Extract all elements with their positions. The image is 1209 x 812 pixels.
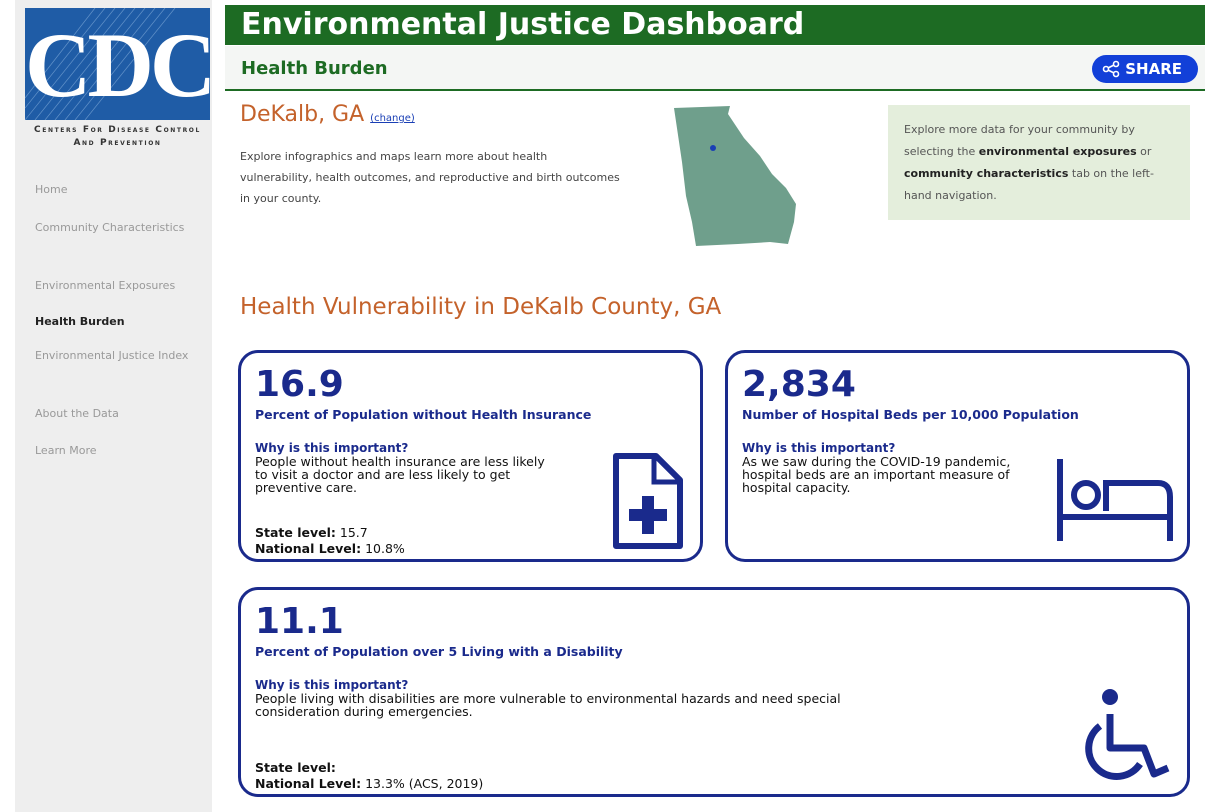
- page-subtitle: Health Burden: [241, 58, 388, 79]
- county-marker: [710, 145, 716, 151]
- state-label: State level:: [255, 760, 336, 775]
- state-label: State level:: [255, 525, 336, 540]
- location-description: Explore infographics and maps learn more…: [240, 150, 620, 205]
- info-text: Explore more data for your community by …: [904, 123, 1135, 158]
- change-link[interactable]: (change): [370, 113, 415, 124]
- org-name: Centers for Disease Control and Preventi…: [34, 125, 201, 148]
- metric-card: 16.9 Percent of Population without Health…: [238, 350, 703, 562]
- metric-card: 2,834 Number of Hospital Beds per 10,000 …: [725, 350, 1190, 562]
- state-value: 15.7: [339, 525, 368, 540]
- info-text: tab on the left-hand navigation.: [904, 167, 1154, 202]
- metric-label: Number of Hospital Beds per 10,000 Popul…: [742, 407, 1079, 422]
- location-name: DeKalb, GA: [240, 102, 365, 127]
- nav-item[interactable]: Environmental Justice Index: [35, 349, 189, 362]
- cdc-logo[interactable]: CDC: [25, 8, 210, 120]
- nav-item[interactable]: Community Characteristics: [35, 221, 185, 234]
- state-level: State level:: [255, 760, 336, 776]
- metric-value: 2,834: [742, 364, 856, 405]
- share-icon: [1102, 60, 1120, 78]
- national-value: 13.3% (ACS, 2019): [365, 776, 484, 791]
- metric-label: Percent of Population over 5 Living with…: [255, 644, 623, 659]
- metric-label: Percent of Population without Health Ins…: [255, 407, 592, 422]
- nav-item[interactable]: Home: [35, 183, 68, 196]
- logo-text: CDC: [25, 14, 210, 116]
- logo-streaks: [25, 8, 176, 120]
- national-level: National Level: 10.8%: [255, 541, 405, 557]
- why-text: People without health insurance are less…: [255, 454, 545, 495]
- why-text: As we saw during the COVID-19 pandemic, …: [742, 454, 1011, 495]
- subheader: [225, 46, 1205, 91]
- nav-item[interactable]: About the Data: [35, 407, 119, 420]
- sidebar: [15, 0, 212, 812]
- share-button[interactable]: SHARE: [1092, 55, 1198, 83]
- national-label: National Level:: [255, 541, 362, 556]
- nav-item[interactable]: Environmental Exposures: [35, 279, 176, 292]
- national-level: National Level: 13.3% (ACS, 2019): [255, 776, 483, 792]
- dashboard-title: Environmental Justice Dashboard: [225, 5, 1205, 45]
- info-box: Explore more data for your community by …: [888, 105, 1190, 220]
- wheelchair-icon: [1085, 689, 1170, 780]
- state-level: State level: 15.7: [255, 525, 368, 541]
- section-title: Health Vulnerability in DeKalb County, G…: [240, 294, 722, 320]
- bed-icon: [1057, 459, 1173, 541]
- state-shape: [674, 106, 796, 246]
- info-text: or: [1136, 145, 1152, 158]
- location: DeKalb, GA (change): [240, 102, 415, 127]
- why-heading: Why is this important?: [742, 441, 896, 455]
- metric-value: 16.9: [255, 364, 344, 405]
- why-heading: Why is this important?: [255, 441, 409, 455]
- document-icon: [613, 453, 683, 549]
- national-label: National Level:: [255, 776, 362, 791]
- national-value: 10.8%: [365, 541, 405, 556]
- metric-value: 11.1: [255, 601, 344, 642]
- why-text: People living with disabilities are more…: [255, 691, 841, 719]
- share-label: SHARE: [1125, 60, 1182, 78]
- georgia-map: [674, 106, 796, 246]
- nav-item[interactable]: Learn More: [35, 444, 97, 457]
- nav-item[interactable]: Health Burden: [35, 315, 125, 328]
- why-heading: Why is this important?: [255, 678, 409, 692]
- metric-card: 11.1 Percent of Population over 5 Living …: [238, 587, 1190, 797]
- info-emphasis: community characteristics: [904, 167, 1069, 180]
- info-emphasis: environmental exposures: [978, 145, 1137, 158]
